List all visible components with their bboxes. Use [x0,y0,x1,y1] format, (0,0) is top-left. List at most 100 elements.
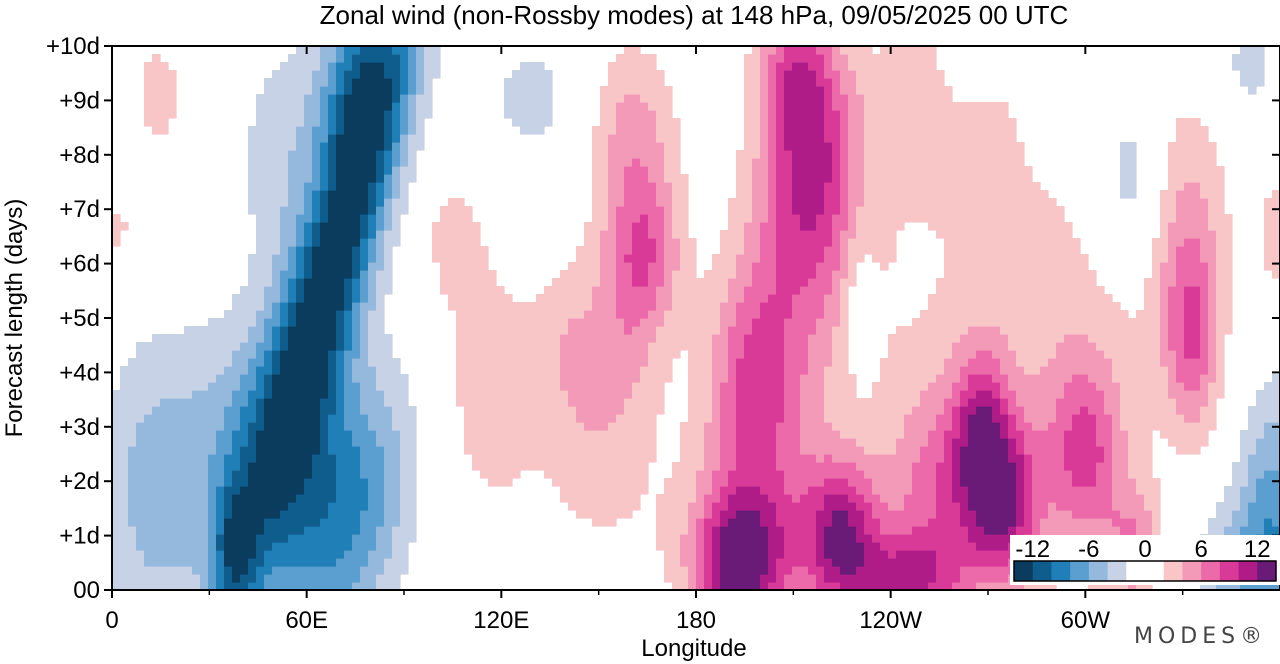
contour-cell [640,366,649,375]
contour-cell [560,422,569,431]
contour-cell [992,374,1001,383]
contour-cell [720,542,729,551]
contour-cell [128,534,137,543]
contour-cell [352,518,361,527]
contour-cell [328,254,337,263]
contour-cell [176,342,185,351]
contour-cell [640,438,649,447]
contour-cell [344,366,353,375]
contour-cell [624,382,633,391]
contour-cell [160,358,169,367]
contour-cell [136,502,145,511]
contour-cell [320,502,329,511]
contour-cell [768,534,777,543]
contour-cell [456,398,465,407]
contour-cell [712,310,721,319]
contour-cell [1208,302,1217,311]
contour-cell [760,310,769,319]
contour-cell [400,374,409,383]
contour-cell [248,502,257,511]
contour-cell [1176,406,1185,415]
contour-cell [584,406,593,415]
contour-cell [584,366,593,375]
contour-cell [152,350,161,359]
contour-cell [976,310,985,319]
contour-cell [1088,422,1097,431]
contour-cell [960,502,969,511]
contour-cell [976,358,985,367]
contour-cell [936,574,945,583]
contour-cell [144,398,153,407]
contour-cell [1064,398,1073,407]
contour-cell [1200,342,1209,351]
contour-cell [720,502,729,511]
contour-cell [696,454,705,463]
contour-cell [1032,310,1041,319]
contour-cell [1144,430,1153,439]
contour-cell [304,494,313,503]
contour-cell [168,366,177,375]
contour-cell [312,510,321,519]
contour-cell [1136,470,1145,479]
contour-cell [824,390,833,399]
contour-cell [952,454,961,463]
contour-cell [1152,334,1161,343]
contour-cell [272,510,281,519]
contour-cell [944,550,953,559]
contour-cell [968,414,977,423]
contour-cell [832,318,841,327]
contour-cell [384,478,393,487]
contour-cell [488,374,497,383]
contour-cell [944,502,953,511]
contour-cell [632,310,641,319]
contour-cell [896,558,905,567]
contour-cell [1144,350,1153,359]
contour-cell [872,422,881,431]
contour-cell [720,310,729,319]
contour-cell [336,438,345,447]
contour-cell [1080,422,1089,431]
contour-cell [240,294,249,303]
contour-cell [592,286,601,295]
contour-cell [192,502,201,511]
contour-cell [1128,526,1137,535]
contour-cell [600,502,609,511]
contour-cell [240,366,249,375]
contour-cell [1032,358,1041,367]
contour-cell [952,446,961,455]
contour-cell [440,262,449,271]
contour-cell [1256,390,1265,399]
contour-cell [544,366,553,375]
contour-cell [688,342,697,351]
contour-cell [1232,526,1241,535]
contour-cell [456,374,465,383]
contour-cell [752,454,761,463]
contour-cell [768,390,777,399]
contour-cell [488,286,497,295]
contour-cell [248,318,257,327]
contour-cell [1032,318,1041,327]
contour-cell [120,494,129,503]
contour-cell [304,326,313,335]
contour-cell [1104,374,1113,383]
contour-cell [952,358,961,367]
contour-cell [856,414,865,423]
contour-cell [960,246,969,255]
contour-cell [376,310,385,319]
contour-cell [1176,326,1185,335]
contour-cell [760,574,769,583]
contour-cell [552,470,561,479]
contour-cell [728,430,737,439]
contour-cell [1136,510,1145,519]
contour-cell [600,382,609,391]
contour-cell [288,550,297,559]
contour-cell [992,390,1001,399]
contour-cell [488,310,497,319]
contour-cell [760,326,769,335]
contour-cell [464,310,473,319]
contour-cell [120,406,129,415]
contour-cell [1000,310,1009,319]
contour-cell [304,398,313,407]
contour-cell [1008,430,1017,439]
contour-cell [1128,366,1137,375]
